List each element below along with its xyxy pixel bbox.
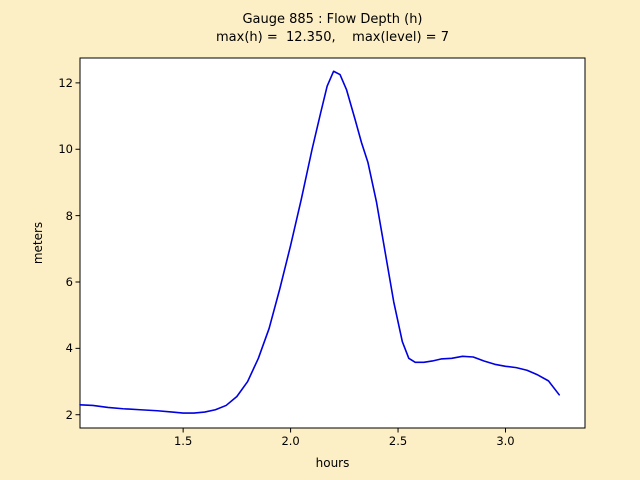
x-tick-label: 2.0: [281, 434, 300, 448]
x-tick-label: 3.0: [496, 434, 515, 448]
y-tick-label: 10: [58, 142, 73, 157]
y-tick-label: 12: [58, 75, 73, 90]
y-tick-label: 4: [65, 341, 73, 356]
flow-depth-line: [79, 70, 561, 414]
chart-subtitle: max(h) = 12.350, max(level) = 7: [216, 30, 449, 45]
x-tick-label: 1.5: [173, 434, 193, 448]
y-axis-label: meters: [31, 221, 45, 265]
y-tick-label: 6: [65, 274, 73, 289]
chart-title: Gauge 885 : Flow Depth (h): [242, 12, 423, 27]
x-tick-label: 2.5: [388, 434, 408, 448]
axes-frame: [79, 57, 586, 429]
y-tick-label: 2: [65, 407, 73, 422]
y-tick-label: 8: [65, 208, 73, 223]
x-axis-label: hours: [315, 456, 350, 470]
